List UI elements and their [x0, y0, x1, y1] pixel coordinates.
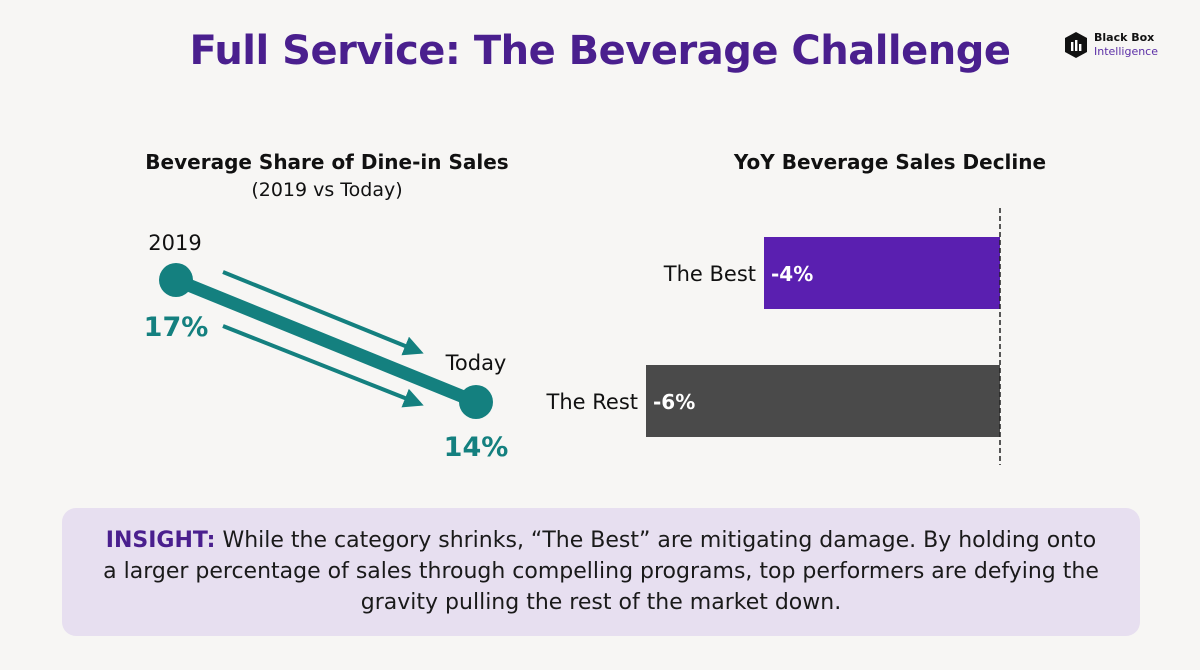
insight-keyword: INSIGHT:	[105, 528, 216, 553]
value-label-today: 14%	[444, 432, 509, 463]
left-chart-subtitle: (2019 vs Today)	[251, 179, 403, 201]
logo-text-line2: Intelligence	[1094, 45, 1159, 58]
left-chart-title: Beverage Share of Dine-in Sales	[145, 150, 509, 174]
insight-text: INSIGHT: While the category shrinks, “Th…	[102, 525, 1100, 618]
trend-arrow-lower	[222, 324, 424, 408]
right-chart-title: YoY Beverage Sales Decline	[733, 150, 1047, 174]
bar-category-the-rest: The Rest	[546, 390, 638, 414]
point-today	[459, 385, 493, 419]
series-line	[169, 273, 483, 409]
insight-body: While the category shrinks, “The Best” a…	[103, 528, 1099, 615]
hexagon-logo-icon	[1065, 32, 1087, 58]
category-label-today: Today	[445, 351, 507, 375]
bar-the-rest	[646, 365, 1000, 437]
bar-the-best	[764, 237, 1000, 309]
logo-text-line1: Black Box	[1094, 31, 1155, 44]
brand-logo: Black Box Intelligence	[1064, 30, 1174, 64]
point-2019	[159, 263, 193, 297]
insight-box: INSIGHT: While the category shrinks, “Th…	[62, 508, 1140, 636]
value-label-2019: 17%	[144, 312, 209, 343]
trend-arrow-upper	[222, 270, 424, 356]
bar-chart: The Best The Rest -4% -6%	[546, 208, 1001, 465]
slope-chart: 2019 Today 17% 14%	[144, 231, 509, 463]
page-title: Full Service: The Beverage Challenge	[189, 28, 1011, 74]
bar-category-the-best: The Best	[663, 262, 756, 286]
bar-value-the-rest: -6%	[653, 390, 695, 414]
category-label-2019: 2019	[148, 231, 201, 255]
bar-value-the-best: -4%	[771, 262, 813, 286]
